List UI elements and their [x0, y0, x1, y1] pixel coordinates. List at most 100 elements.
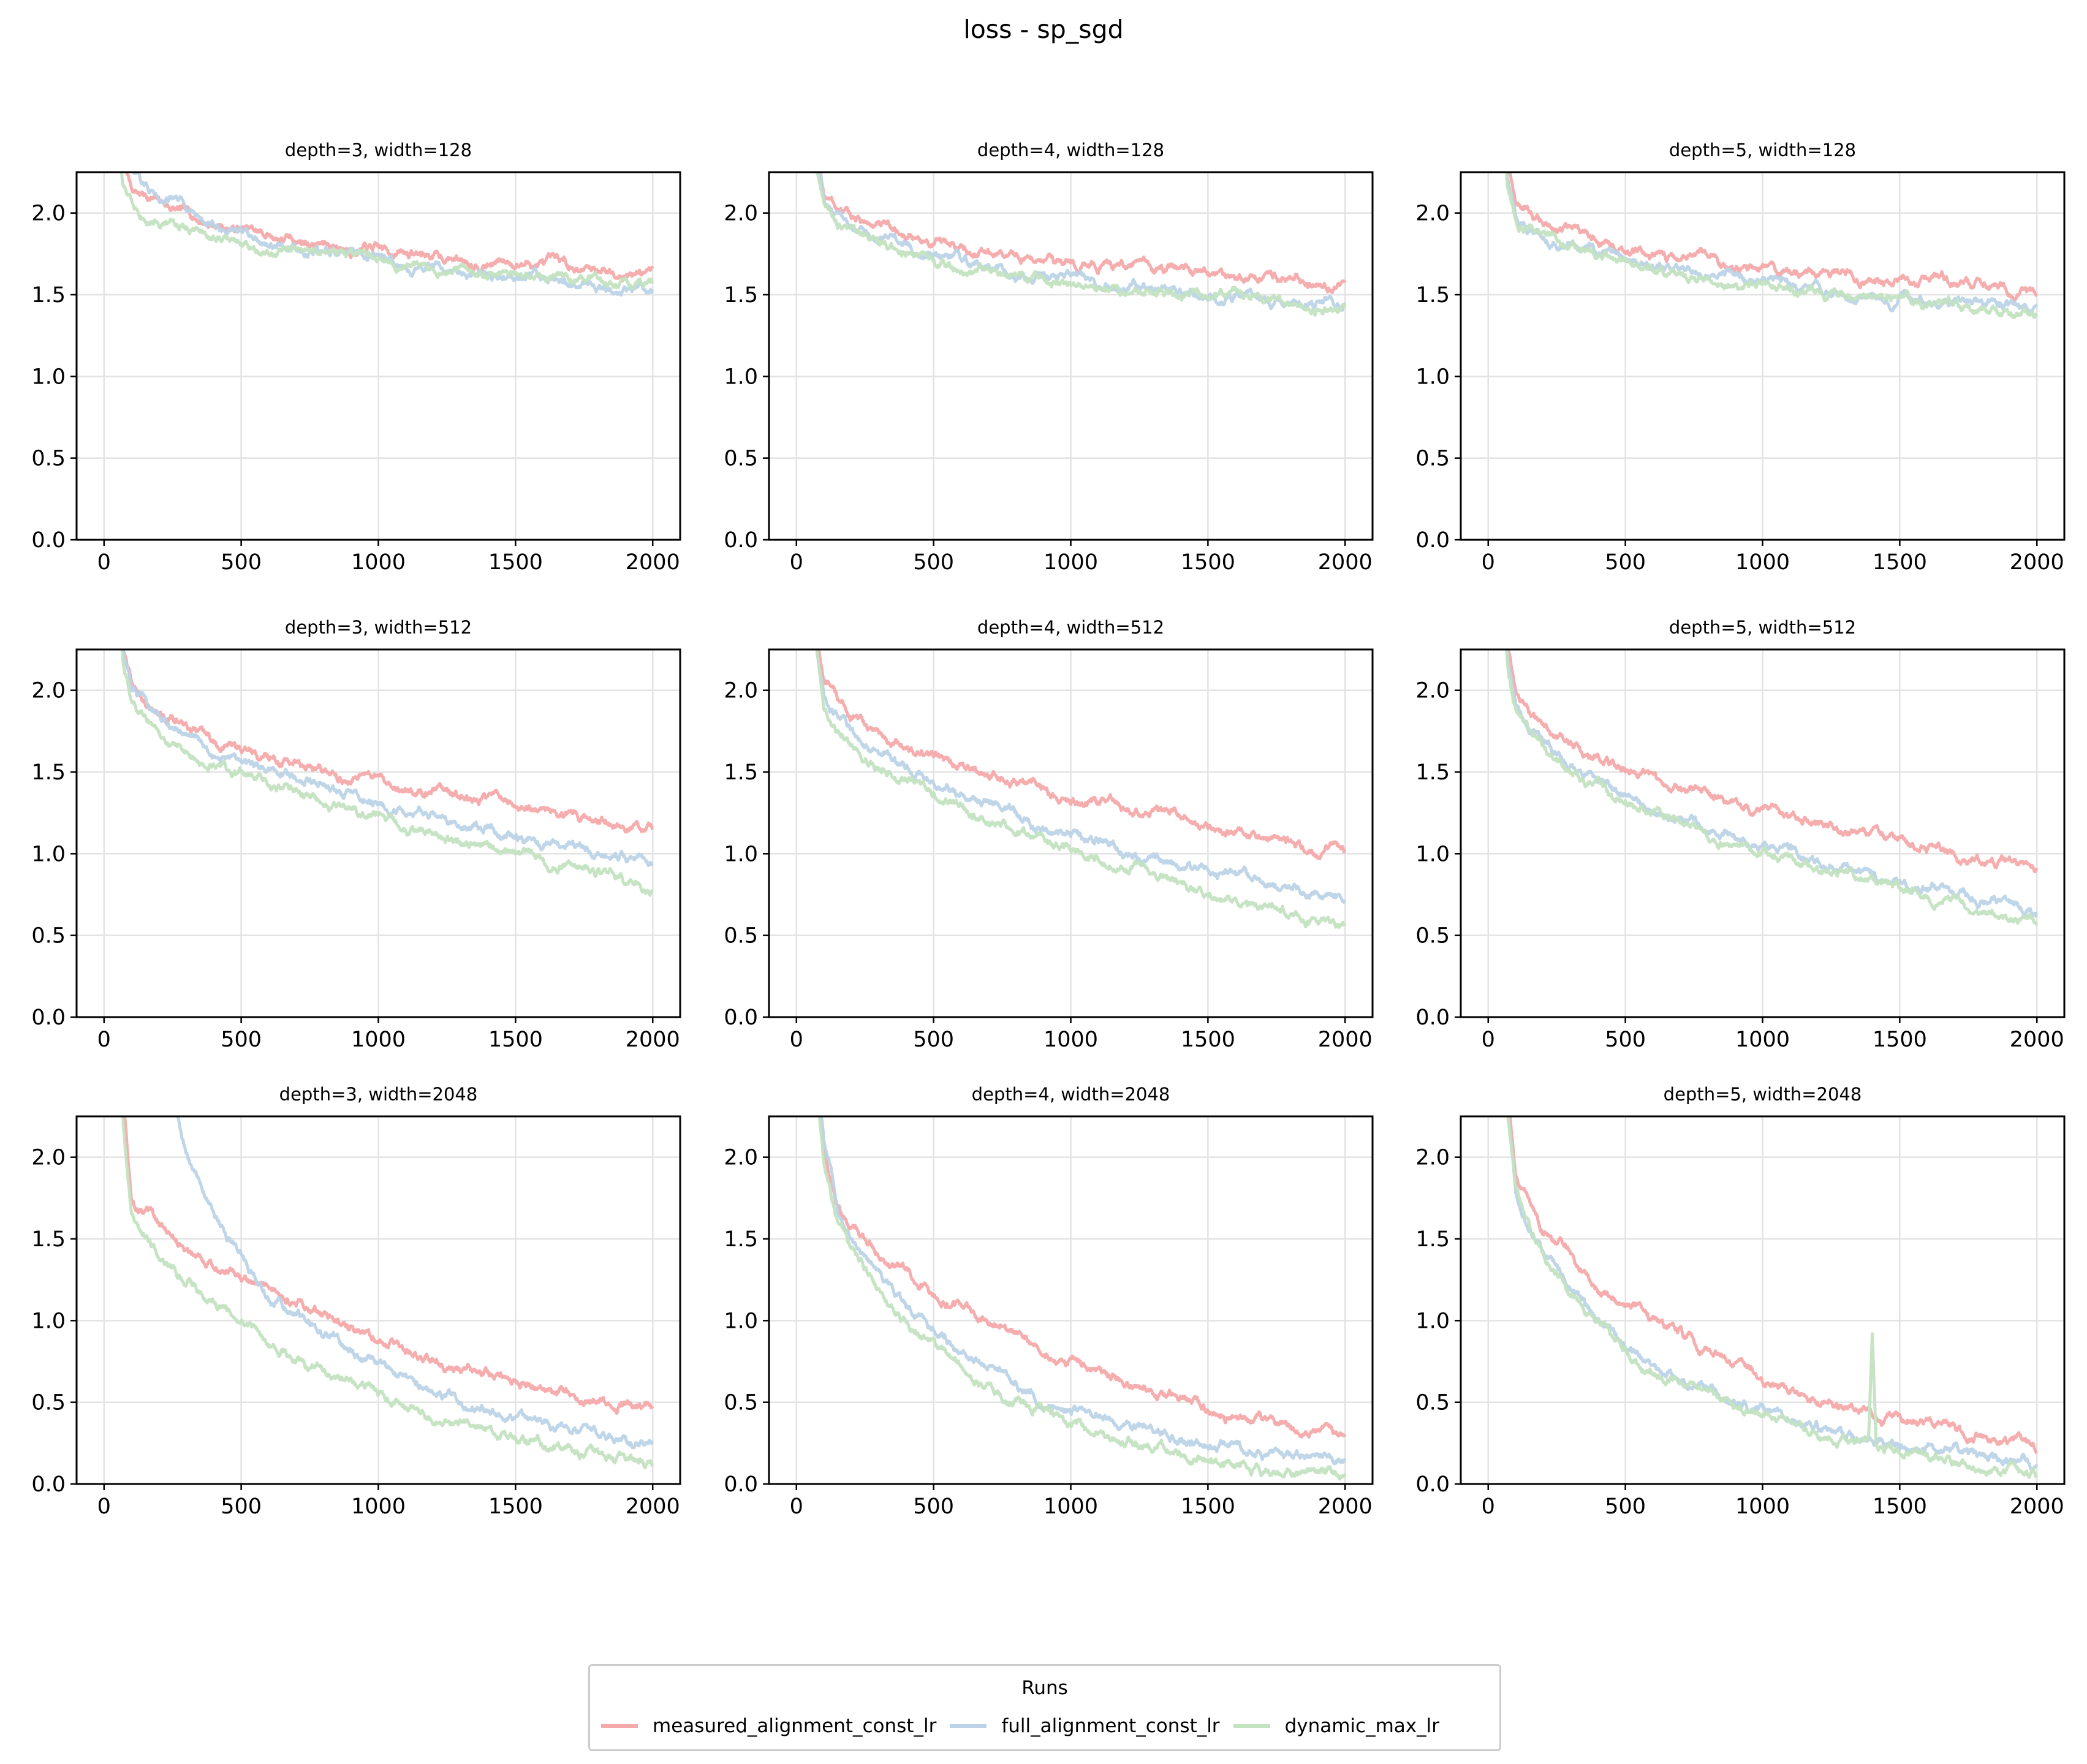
x-tick-label: 2000	[626, 1494, 680, 1519]
series-line-measured-alignment-const-lr	[123, 1116, 654, 1415]
subplot-title: depth=5, width=128	[1669, 140, 1856, 161]
series-group	[815, 172, 1347, 317]
x-tick-label: 0	[1482, 1028, 1495, 1052]
series-line-full-alignment-const-lr	[1507, 1116, 2039, 1471]
series-group	[119, 172, 654, 297]
y-tick-label: 1.5	[724, 1227, 758, 1252]
y-tick-label: 1.5	[31, 760, 66, 785]
x-tick-label: 500	[221, 550, 262, 575]
x-tick-label: 2000	[2010, 550, 2064, 575]
legend-label: full_alignment_const_lr	[1001, 1715, 1220, 1737]
subplot: 0 500 1000 1500 2000 0.0 0.5 1.0 1.5 2.0 depth=4, …	[724, 140, 1374, 575]
y-tick-label: 2.0	[1415, 1146, 1450, 1170]
x-tick-label: 2000	[1318, 1028, 1373, 1052]
subplot: 0 500 1000 1500 2000 0.0 0.5 1.0 1.5 2.0 depth=4, …	[724, 1084, 1374, 1519]
x-tick-label: 1500	[488, 1494, 543, 1519]
y-tick-label: 2.0	[31, 679, 66, 703]
subplot-grid: 0 500 1000 1500 2000 0.0 0.5 1.0 1.5 2.0 depth=3, …	[31, 140, 2066, 1519]
x-tick-label: 2000	[2010, 1028, 2064, 1052]
x-tick-label: 500	[221, 1494, 262, 1519]
legend-swatch-full-alignment	[950, 1724, 987, 1728]
y-tick-label: 0.5	[724, 924, 758, 948]
subplot: 0 500 1000 1500 2000 0.0 0.5 1.0 1.5 2.0 depth=3, …	[31, 140, 681, 575]
series-group	[817, 1116, 1347, 1481]
series-line-measured-alignment-const-lr	[819, 1116, 1347, 1439]
subplot: 0 500 1000 1500 2000 0.0 0.5 1.0 1.5 2.0 depth=5, …	[1415, 1084, 2066, 1519]
y-tick-label: 0.0	[31, 1005, 66, 1030]
y-tick-label: 0.5	[31, 447, 66, 471]
series-group	[120, 649, 654, 897]
y-tick-label: 1.5	[724, 283, 758, 308]
subplot: 0 500 1000 1500 2000 0.0 0.5 1.0 1.5 2.0 depth=4, …	[724, 617, 1374, 1052]
x-tick-label: 2000	[1318, 1494, 1373, 1519]
y-tick-label: 0.0	[1415, 1005, 1450, 1030]
x-tick-label: 0	[790, 550, 803, 575]
legend-item-measured-alignment: measured_alignment_const_lr	[601, 1715, 936, 1737]
y-tick-label: 1.0	[31, 365, 66, 389]
x-tick-label: 0	[1482, 550, 1495, 575]
series-line-full-alignment-const-lr	[121, 649, 654, 868]
legend-item-dynamic-max-lr: dynamic_max_lr	[1233, 1715, 1439, 1737]
y-tick-label: 0.5	[724, 447, 758, 471]
series-line-measured-alignment-const-lr	[125, 172, 654, 282]
series-group	[1505, 172, 2039, 319]
y-tick-label: 0.0	[724, 1005, 758, 1030]
series-group	[815, 649, 1347, 929]
series-group	[1505, 649, 2039, 926]
series-line-full-alignment-const-lr	[1506, 172, 2039, 315]
subplot-title: depth=3, width=2048	[279, 1084, 478, 1105]
y-tick-label: 0.0	[724, 528, 758, 553]
y-tick-label: 0.5	[1415, 1391, 1450, 1415]
legend-items: measured_alignment_const_lr full_alignme…	[601, 1715, 1453, 1737]
y-tick-label: 1.0	[724, 842, 758, 866]
series-group	[121, 1116, 654, 1470]
y-tick-label: 1.0	[1415, 365, 1450, 389]
y-tick-label: 0.5	[724, 1391, 758, 1415]
series-line-dynamic-max-lr	[120, 649, 654, 897]
y-tick-label: 2.0	[724, 1146, 758, 1170]
series-line-full-alignment-const-lr	[815, 649, 1346, 905]
x-tick-label: 500	[1605, 550, 1646, 575]
series-line-measured-alignment-const-lr	[819, 172, 1347, 294]
y-tick-label: 2.0	[31, 202, 66, 226]
x-tick-label: 1500	[1873, 1494, 1927, 1519]
y-tick-label: 1.5	[31, 1227, 66, 1252]
x-tick-label: 2000	[1318, 550, 1373, 575]
x-tick-label: 500	[221, 1028, 262, 1052]
subplot: 0 500 1000 1500 2000 0.0 0.5 1.0 1.5 2.0 depth=3, …	[31, 1084, 681, 1519]
y-tick-label: 1.0	[1415, 842, 1450, 866]
series-line-measured-alignment-const-lr	[1509, 1116, 2038, 1455]
series-line-dynamic-max-lr	[815, 172, 1347, 317]
x-tick-label: 1500	[1181, 1028, 1235, 1052]
y-tick-label: 0.5	[1415, 924, 1450, 948]
subplot-title: depth=4, width=512	[977, 617, 1164, 638]
x-tick-label: 500	[913, 550, 954, 575]
subplot-title: depth=5, width=512	[1669, 617, 1856, 638]
subplot: 0 500 1000 1500 2000 0.0 0.5 1.0 1.5 2.0 depth=5, …	[1415, 140, 2066, 575]
x-tick-label: 500	[1605, 1494, 1646, 1519]
subplot: 0 500 1000 1500 2000 0.0 0.5 1.0 1.5 2.0 depth=5, …	[1415, 617, 2066, 1052]
series-group	[1506, 1116, 2039, 1479]
x-tick-label: 0	[97, 550, 111, 575]
y-tick-label: 2.0	[724, 202, 758, 226]
x-tick-label: 500	[1605, 1028, 1646, 1052]
legend: Runs measured_alignment_const_lr full_al…	[588, 1664, 1501, 1751]
series-line-dynamic-max-lr	[1506, 1116, 2039, 1479]
legend-item-full-alignment: full_alignment_const_lr	[950, 1715, 1220, 1737]
x-tick-label: 1500	[1181, 550, 1235, 575]
legend-title: Runs	[1021, 1677, 1068, 1699]
x-tick-label: 1500	[1873, 550, 1927, 575]
legend-swatch-dynamic-max-lr	[1233, 1724, 1270, 1728]
x-tick-label: 1000	[351, 1028, 406, 1052]
figure-title: loss - sp_sgd	[963, 15, 1123, 44]
x-tick-label: 0	[790, 1028, 803, 1052]
x-tick-label: 500	[913, 1028, 954, 1052]
x-tick-label: 1000	[1044, 550, 1098, 575]
x-tick-label: 1500	[1873, 1028, 1927, 1052]
x-tick-label: 0	[790, 1494, 803, 1519]
y-tick-label: 1.5	[724, 760, 758, 785]
x-tick-label: 1000	[1044, 1028, 1098, 1052]
series-line-full-alignment-const-lr	[1506, 649, 2038, 918]
series-line-dynamic-max-lr	[119, 172, 654, 291]
subplot-title: depth=4, width=2048	[972, 1084, 1170, 1105]
